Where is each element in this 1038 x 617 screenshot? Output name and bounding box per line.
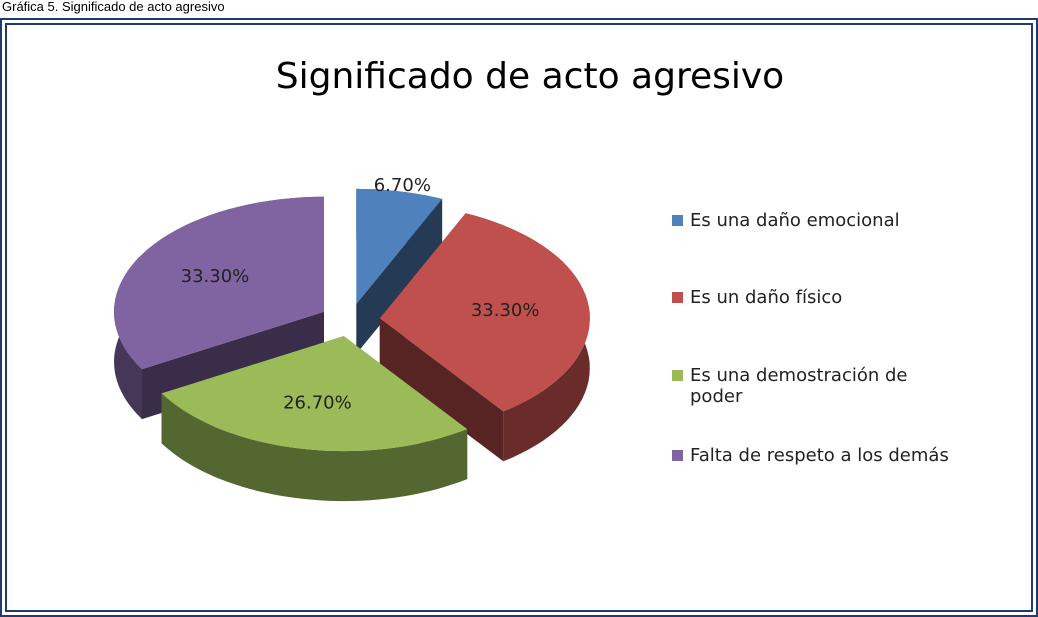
data-label: 33.30% (471, 300, 540, 321)
slice (379, 213, 590, 412)
legend-item: Falta de respeto a los demás (672, 445, 1002, 466)
legend-swatch (672, 450, 683, 461)
slice-side (356, 199, 443, 354)
slice (161, 336, 468, 452)
slice-side (379, 318, 504, 462)
legend-swatch (672, 215, 683, 226)
legend-swatch (672, 370, 683, 381)
data-label: 26.70% (283, 393, 352, 414)
legend-item: Es una demostración de poder (672, 365, 1002, 407)
data-label: 33.30% (181, 266, 250, 287)
legend-swatch (672, 292, 683, 303)
slice (356, 188, 443, 304)
data-label: 6.70% (374, 175, 431, 196)
legend-label: Es una demostración de poder (690, 365, 908, 407)
slice-side (161, 393, 468, 502)
legend-item: Es un daño físico (672, 287, 1002, 308)
chart-frame (0, 18, 1038, 617)
legend-label: Falta de respeto a los demás (690, 445, 949, 466)
legend-label: Es un daño físico (690, 287, 843, 308)
slice (114, 196, 324, 370)
chart-title: Significado de acto agresivo (276, 56, 784, 97)
legend-label: Es una daño emocional (690, 210, 900, 231)
legend-item: Es una daño emocional (672, 210, 1002, 231)
caption: Gráfica 5. Significado de acto agresivo (2, 0, 225, 14)
